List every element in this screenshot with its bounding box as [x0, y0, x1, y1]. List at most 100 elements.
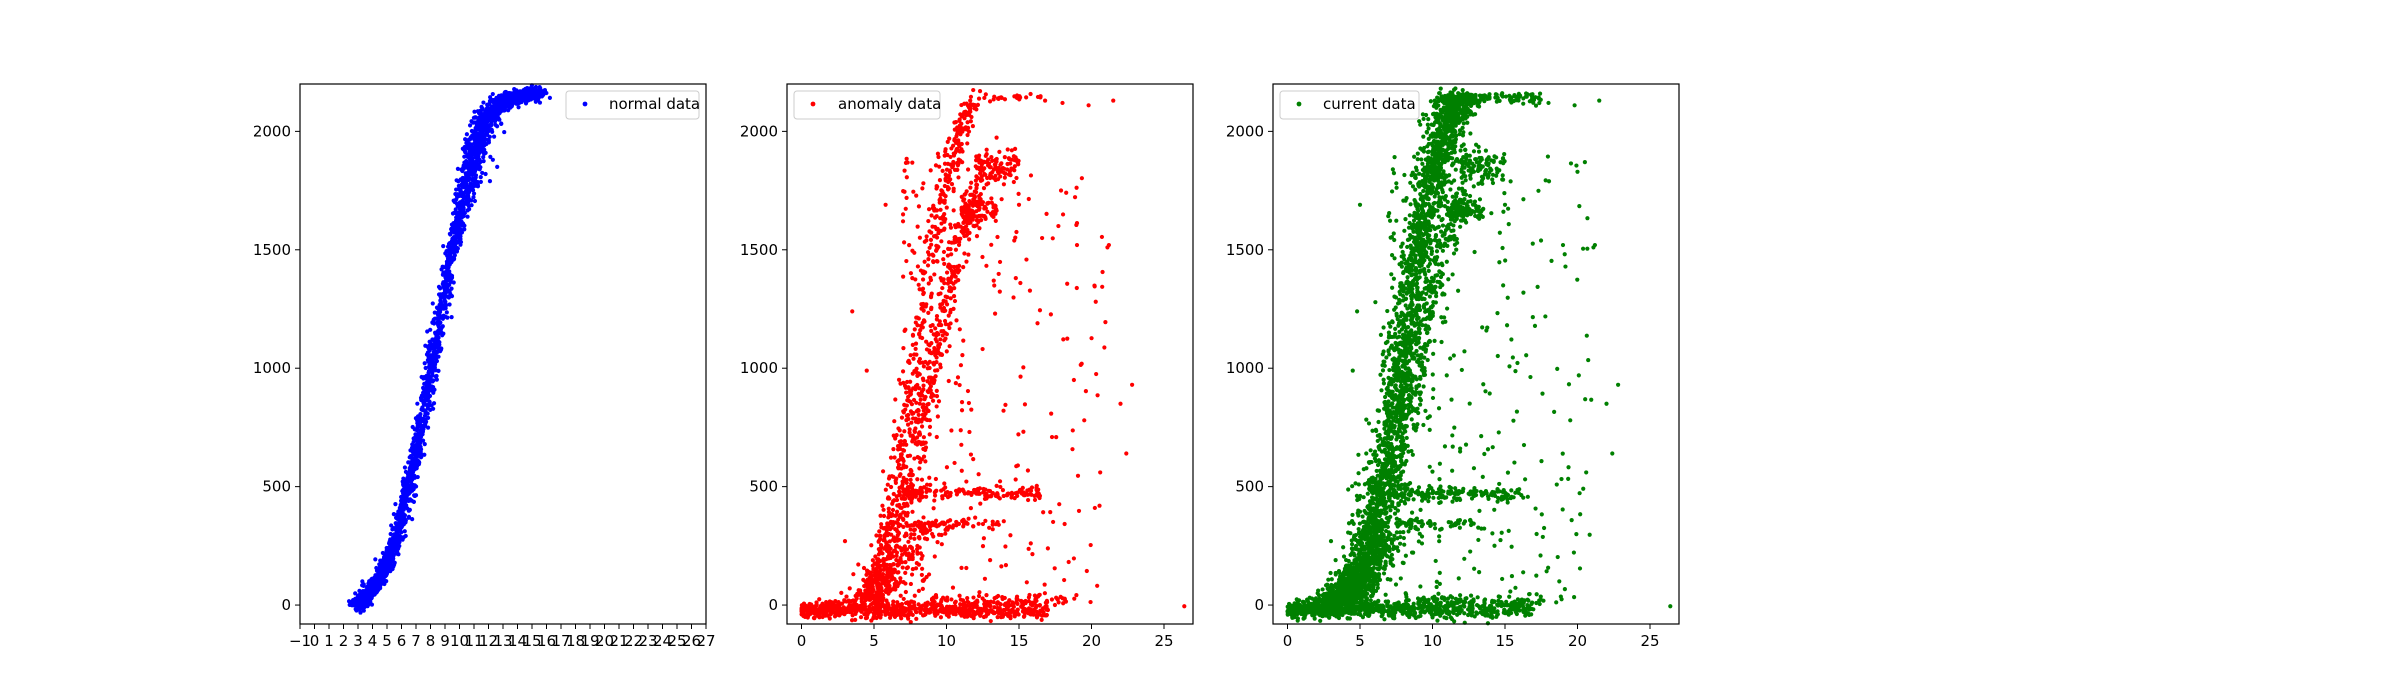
scatter-point [920, 325, 925, 330]
scatter-point [909, 473, 914, 478]
scatter-point [957, 117, 962, 122]
scatter-point [418, 412, 423, 417]
scatter-point [455, 192, 460, 197]
scatter-point [827, 605, 832, 610]
scatter-point [922, 521, 927, 526]
scatter-point [524, 91, 529, 96]
scatter-point [971, 524, 976, 529]
scatter-point [467, 166, 472, 171]
scatter-point [469, 203, 474, 208]
scatter-point [941, 329, 946, 334]
scatter-point [1072, 596, 1077, 601]
scatter-point [1033, 598, 1038, 603]
scatter-point [449, 293, 454, 298]
scatter-point [390, 559, 396, 564]
scatter-point [916, 391, 921, 396]
scatter-point [948, 279, 954, 285]
scatter-point [925, 366, 930, 371]
scatter-point [978, 171, 983, 176]
scatter-point [382, 560, 387, 565]
scatter-point [799, 610, 804, 615]
scatter-point [928, 388, 933, 393]
scatter-point [428, 327, 433, 332]
scatter-point [955, 266, 960, 272]
scatter-point [478, 165, 483, 170]
scatter-point [480, 170, 485, 176]
scatter-point [479, 141, 484, 146]
scatter-point [456, 220, 461, 225]
scatter-point [948, 518, 953, 523]
scatter-point [930, 398, 936, 403]
scatter-point [462, 160, 467, 165]
scatter-point [978, 613, 983, 618]
scatter-point [393, 521, 399, 526]
scatter-point [374, 590, 379, 595]
scatter-point [932, 208, 937, 213]
scatter-point [965, 614, 970, 619]
scatter-point [887, 571, 892, 577]
scatter-point [940, 217, 946, 222]
scatter-point [1009, 148, 1014, 153]
scatter-point [948, 289, 954, 294]
scatter-point [372, 584, 377, 589]
scatter-point [881, 507, 886, 512]
scatter-point [428, 356, 434, 361]
scatter-point [891, 570, 897, 575]
scatter-point [931, 259, 936, 264]
scatter-point [884, 524, 890, 530]
scatter-point [833, 612, 838, 617]
scatter-point [974, 154, 979, 159]
scatter-point [437, 321, 442, 326]
scatter-point [1002, 155, 1007, 160]
scatter-point [921, 440, 926, 445]
scatter-point [513, 98, 519, 104]
scatter-point [1027, 487, 1032, 492]
scatter-point [444, 310, 449, 315]
scatter-point [844, 594, 849, 599]
scatter-point [957, 488, 962, 493]
scatter-point [858, 603, 863, 608]
scatter-point [472, 161, 477, 167]
scatter-point [898, 593, 903, 598]
scatter-point [984, 152, 989, 157]
scatter-point [958, 602, 963, 607]
scatter-point [440, 293, 445, 298]
scatter-point [477, 124, 482, 129]
scatter-point [1019, 488, 1024, 493]
scatter-point [814, 602, 819, 607]
scatter-point [964, 233, 969, 238]
scatter-point [894, 527, 899, 532]
scatter-point [452, 199, 457, 205]
scatter-point [454, 178, 459, 183]
scatter-point [912, 327, 917, 332]
scatter-point [949, 146, 954, 151]
scatter-point [847, 586, 852, 591]
scatter-point [895, 459, 900, 464]
x-tick-label: 2 [339, 632, 349, 650]
scatter-point [933, 518, 939, 523]
scatter-point [903, 570, 908, 575]
scatter-point [944, 604, 950, 609]
scatter-point [471, 191, 477, 196]
scatter-point [438, 309, 443, 315]
scatter-point [463, 171, 468, 176]
scatter-point [487, 179, 493, 184]
scatter-point [519, 98, 524, 103]
scatter-point [941, 249, 947, 255]
scatter-point [928, 323, 933, 329]
scatter-point [896, 466, 901, 471]
scatter-point [987, 165, 993, 170]
scatter-point [1011, 603, 1016, 608]
scatter-point [949, 605, 955, 610]
scatter-point [488, 123, 494, 128]
scatter-point [471, 148, 476, 153]
scatter-point [1037, 602, 1042, 608]
scatter-point [944, 302, 950, 307]
scatter-point [960, 230, 966, 236]
scatter-point [1029, 600, 1035, 605]
scatter-point [459, 215, 464, 220]
scatter-point [427, 383, 432, 388]
scatter-point [924, 536, 930, 542]
scatter-point [1007, 598, 1012, 603]
scatter-point [376, 574, 381, 579]
